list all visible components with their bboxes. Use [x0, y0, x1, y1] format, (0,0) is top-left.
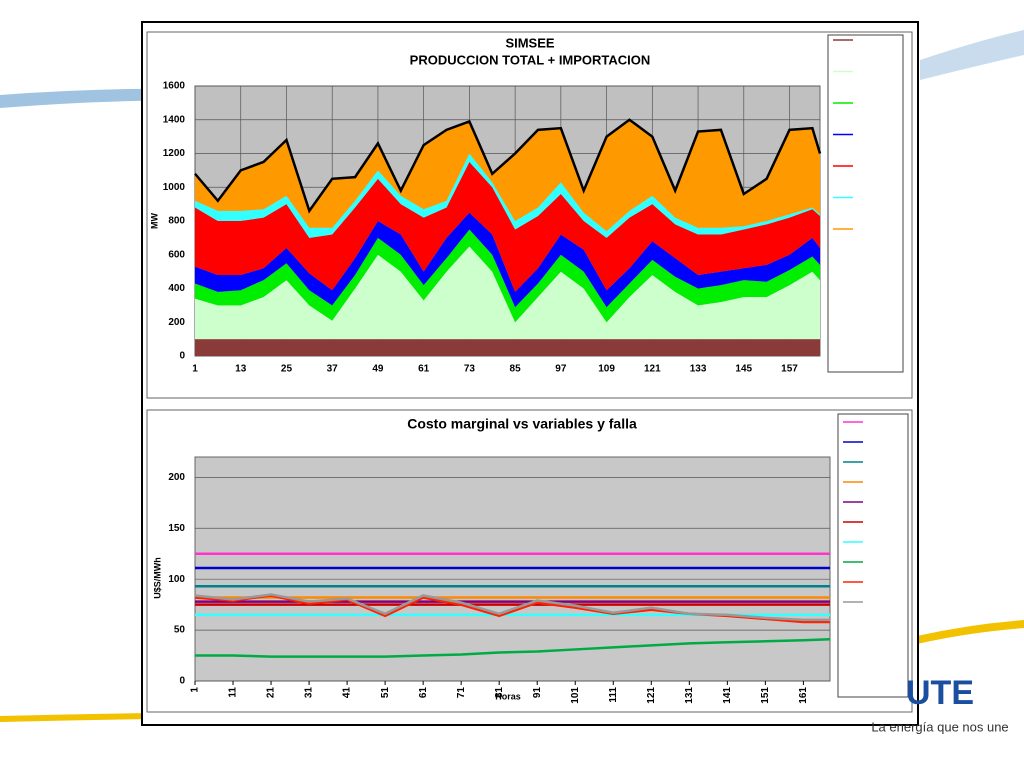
y-tick-label: 200	[168, 317, 185, 328]
x-tick-label: 161	[798, 687, 809, 704]
x-tick-label: 51	[380, 687, 391, 699]
x-tick-label: 145	[735, 364, 752, 375]
area-layer	[195, 246, 820, 340]
x-axis-label: Horas	[495, 691, 521, 701]
y-tick-label: 1400	[163, 114, 186, 125]
swoosh	[900, 620, 1024, 648]
area-layer	[195, 339, 820, 356]
chart-subtitle: PRODUCCION TOTAL + IMPORTACION	[410, 52, 651, 67]
x-tick-label: 61	[418, 687, 429, 699]
y-tick-label: 0	[179, 676, 185, 687]
area-layer	[195, 119, 820, 232]
line-series	[195, 638, 831, 658]
y-tick-label: 1000	[163, 182, 186, 193]
x-tick-label: 101	[570, 687, 581, 704]
x-tick-label: 71	[456, 687, 467, 699]
x-tick-label: 37	[327, 364, 339, 375]
x-tick-label: 13	[235, 364, 247, 375]
x-tick-label: 21	[266, 687, 277, 699]
y-tick-label: 1200	[163, 148, 186, 159]
y-tick-label: 600	[168, 249, 185, 260]
logo-slogan: La energía que nos une	[871, 719, 1008, 734]
x-tick-label: 91	[532, 687, 543, 699]
x-tick-label: 31	[304, 687, 315, 699]
line-series	[194, 593, 830, 622]
x-tick-label: 131	[684, 687, 695, 704]
x-tick-label: 121	[646, 687, 657, 704]
x-tick-label: 49	[372, 364, 384, 375]
total-outline	[194, 118, 822, 214]
x-tick-label: 97	[555, 364, 567, 375]
y-tick-label: 1600	[163, 81, 186, 92]
x-tick-label: 1	[192, 364, 198, 375]
x-tick-label: 61	[418, 364, 430, 375]
area-layer	[195, 161, 820, 292]
swoosh	[920, 30, 1024, 80]
y-axis-label: U$S/MWh	[152, 557, 162, 599]
x-tick-label: 41	[342, 687, 353, 699]
x-tick-label: 121	[644, 364, 661, 375]
x-tick-label: 141	[722, 687, 733, 704]
chart-title: SIMSEE	[505, 35, 554, 50]
x-tick-label: 109	[598, 364, 615, 375]
x-tick-label: 85	[510, 364, 522, 375]
y-tick-label: 200	[168, 472, 185, 483]
x-tick-label: 25	[281, 364, 293, 375]
x-tick-label: 1	[190, 687, 201, 693]
logo: UTE	[906, 674, 974, 712]
x-tick-label: 11	[228, 687, 239, 698]
x-tick-label: 73	[464, 364, 476, 375]
y-axis-label: MW	[149, 213, 159, 229]
legend-box	[837, 413, 909, 698]
y-tick-label: 800	[168, 216, 185, 227]
area-layer	[195, 212, 820, 308]
x-tick-label: 111	[608, 687, 619, 703]
x-tick-label: 157	[781, 364, 798, 375]
x-tick-label: 133	[690, 364, 707, 375]
y-tick-label: 150	[168, 523, 185, 534]
y-tick-label: 0	[179, 351, 185, 362]
x-tick-label: 81	[494, 687, 505, 699]
y-tick-label: 50	[174, 625, 186, 636]
chart-title: Costo marginal vs variables y falla	[407, 416, 637, 432]
x-tick-label: 151	[760, 687, 771, 704]
area-layer	[195, 229, 820, 323]
legend-box	[827, 34, 904, 373]
y-tick-label: 400	[168, 283, 185, 294]
y-tick-label: 100	[168, 574, 185, 585]
